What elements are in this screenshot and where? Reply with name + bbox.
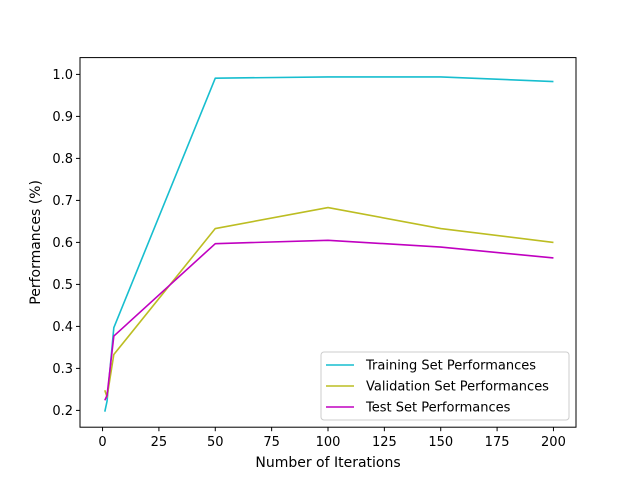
y-tick-label: 0.7 <box>52 194 73 209</box>
series-line-1 <box>104 76 554 412</box>
y-axis-label: Performances (%) <box>28 180 44 305</box>
y-tick-label: 0.6 <box>52 236 73 251</box>
y-tick-label: 0.8 <box>52 152 73 167</box>
x-tick-label: 25 <box>151 435 168 450</box>
x-tick-label: 125 <box>372 435 397 450</box>
x-tick-label: 75 <box>263 435 280 450</box>
x-tick-label: 175 <box>485 435 510 450</box>
x-tick-label: 200 <box>541 435 566 450</box>
x-tick-label: 50 <box>207 435 224 450</box>
y-tick-label: 1.0 <box>52 68 73 83</box>
legend-label: Training Set Performances <box>365 359 536 374</box>
legend-label: Validation Set Performances <box>366 380 549 395</box>
y-tick-label: 0.9 <box>52 110 73 125</box>
y-tick-label: 0.5 <box>52 278 73 293</box>
x-tick-label: 100 <box>316 435 341 450</box>
y-tick-label: 0.4 <box>52 320 73 335</box>
x-tick-label: 0 <box>98 435 106 450</box>
x-axis-label: Number of Iterations <box>255 455 400 471</box>
x-axis: 0 25 50 75 100 125 150 175 200 <box>98 427 566 450</box>
y-tick-label: 0.3 <box>52 362 73 377</box>
legend-box <box>320 351 570 421</box>
legend: Training Set Performances Validation Set … <box>320 351 570 421</box>
series-line-3 <box>104 239 554 401</box>
y-tick-label: 0.2 <box>52 404 73 419</box>
series-layer <box>104 76 554 412</box>
legend-label: Test Set Performances <box>365 401 511 416</box>
x-tick-label: 150 <box>428 435 453 450</box>
y-axis: 0.2 0.3 0.4 0.5 0.6 0.7 0.8 0.9 1.0 <box>52 68 80 419</box>
